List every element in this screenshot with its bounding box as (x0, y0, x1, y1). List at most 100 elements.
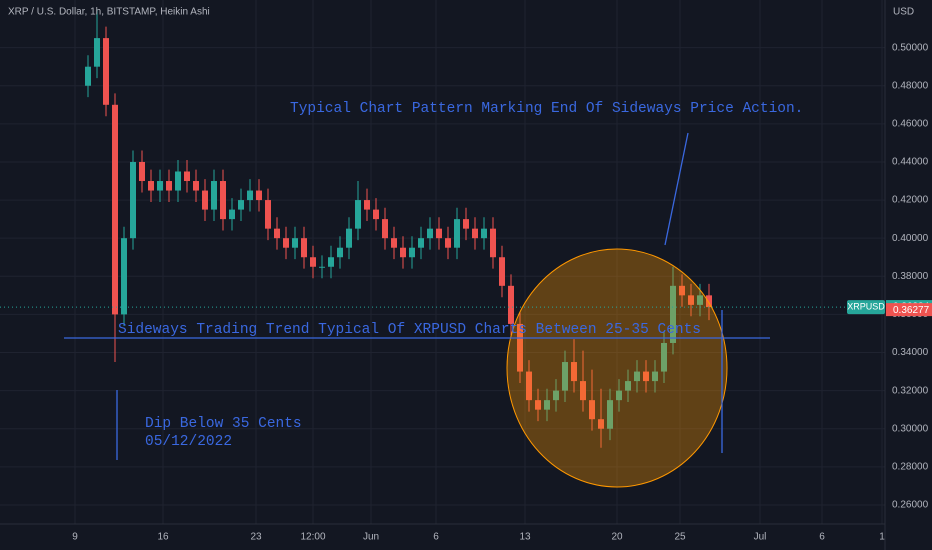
annotation: 05/12/2022 (145, 434, 232, 450)
axis-unit: USD (893, 7, 914, 18)
candle-body (247, 190, 253, 201)
candle-body (139, 161, 145, 182)
candle-body (94, 38, 100, 67)
candle-body (661, 342, 667, 372)
candle-body (562, 362, 568, 391)
candle-body (652, 371, 658, 382)
candle-body (409, 247, 415, 258)
annotation: Dip Below 35 Cents (145, 416, 302, 432)
candle-body (148, 181, 154, 191)
candle-body (355, 200, 361, 229)
grid (0, 0, 885, 524)
candle-body (184, 171, 190, 182)
candle-body (526, 371, 532, 401)
candle-body (607, 400, 613, 429)
candle-body (382, 219, 388, 239)
candle-body (400, 247, 406, 258)
candle-body (616, 390, 622, 401)
candle-body (193, 181, 199, 191)
candle-body (670, 285, 676, 343)
x-tick-label: 12:00 (300, 532, 325, 543)
x-tick-label: 16 (157, 532, 169, 543)
candles (85, 9, 712, 448)
x-tick-label: 6 (433, 532, 439, 543)
chart-title: XRP / U.S. Dollar, 1h, BITSTAMP, Heikin … (8, 7, 210, 18)
candle-body (634, 371, 640, 382)
candle-body (445, 238, 451, 248)
candle-body (580, 381, 586, 401)
second-price-bg (886, 303, 932, 317)
candle-body (598, 419, 604, 429)
pointer-line (664, 132, 689, 246)
candle-body (589, 400, 595, 420)
x-tick-label: 1 (879, 532, 885, 543)
candle-body (220, 181, 226, 220)
candle-body (697, 295, 703, 305)
candle-body (337, 247, 343, 258)
annotation: Sideways Trading Trend Typical Of XRPUSD… (118, 322, 701, 338)
y-tick-label: 0.46000 (892, 118, 929, 129)
candle-body (688, 295, 694, 305)
candle-body (427, 228, 433, 239)
candle-body (625, 381, 631, 391)
candle-body (256, 190, 262, 201)
candle-body (391, 238, 397, 248)
candle-body (418, 238, 424, 248)
y-tick-label: 0.34000 (892, 347, 929, 358)
candle-body (283, 238, 289, 248)
y-tick-label: 0.42000 (892, 195, 929, 206)
candle-body (157, 181, 163, 191)
y-tick-label: 0.26000 (892, 500, 929, 511)
candle-body (121, 238, 127, 315)
y-tick-label: 0.44000 (892, 157, 929, 168)
x-tick-label: 13 (519, 532, 531, 543)
candle-body (310, 257, 316, 267)
candle-body (490, 228, 496, 258)
candle-body (463, 219, 469, 229)
candle-body (544, 400, 550, 410)
y-tick-label: 0.48000 (892, 80, 929, 91)
candle-body (436, 228, 442, 239)
x-tick-label: 9 (72, 532, 78, 543)
candle-body (292, 238, 298, 248)
y-tick-label: 0.30000 (892, 423, 929, 434)
candle-body (364, 200, 370, 210)
y-tick-label: 0.28000 (892, 461, 929, 472)
candle-body (202, 190, 208, 210)
candle-body (346, 228, 352, 248)
candle-body (229, 209, 235, 220)
candle-body (706, 295, 712, 308)
x-tick-label: Jun (363, 532, 379, 543)
candle-body (481, 228, 487, 239)
candle-body (571, 362, 577, 382)
y-tick-label: 0.50000 (892, 42, 929, 53)
x-tick-label: 23 (250, 532, 262, 543)
candle-body (274, 228, 280, 239)
candle-body (130, 161, 136, 239)
candle-body (373, 209, 379, 220)
x-tick-label: 25 (674, 532, 686, 543)
highlight-circle (506, 248, 728, 488)
candle-body (472, 228, 478, 239)
candle-body (112, 104, 118, 315)
y-tick-label: 0.32000 (892, 385, 929, 396)
candle-body (679, 285, 685, 296)
candle-body (301, 238, 307, 258)
candle-body (454, 219, 460, 248)
x-tick-label: Jul (754, 532, 767, 543)
candle-body (103, 38, 109, 105)
x-tick-label: 6 (819, 532, 825, 543)
candle-body (238, 200, 244, 210)
annotation: Typical Chart Pattern Marking End Of Sid… (290, 101, 803, 117)
candle-body (553, 390, 559, 401)
y-tick-label: 0.38000 (892, 271, 929, 282)
candle-body (265, 200, 271, 229)
candle-body (175, 171, 181, 191)
candle-body (328, 257, 334, 267)
candle-body (643, 371, 649, 382)
candle-body (319, 266, 325, 268)
candle-body (499, 257, 505, 286)
candle-body (211, 181, 217, 210)
